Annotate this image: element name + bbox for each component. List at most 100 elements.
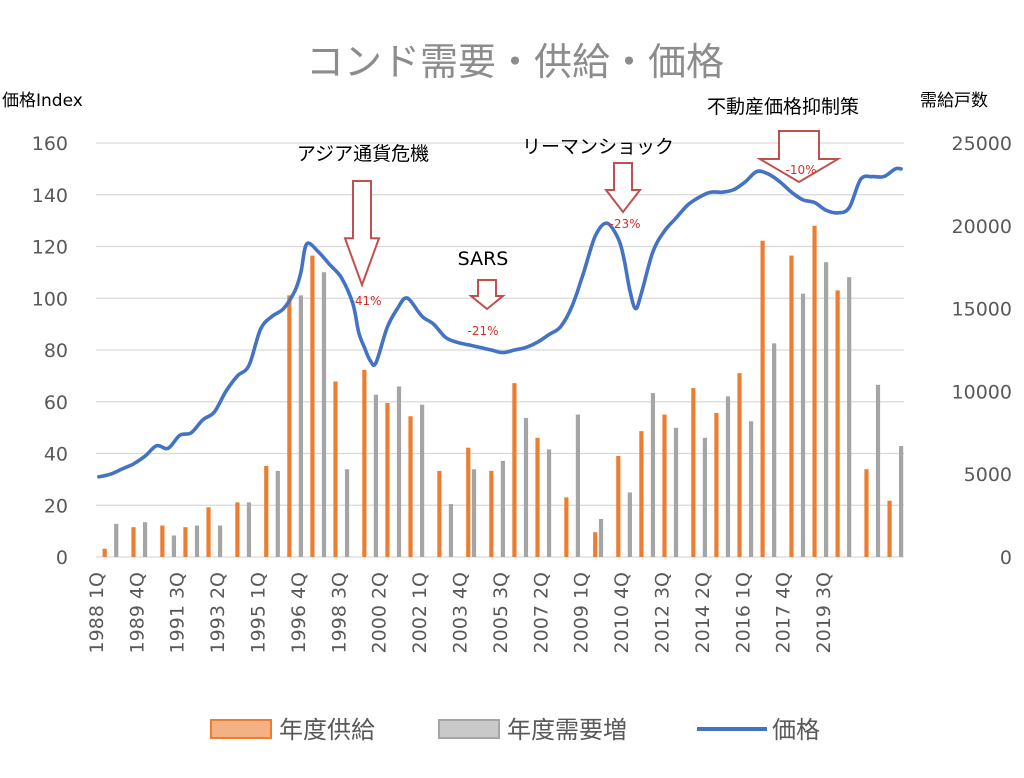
demand-bar — [598, 518, 604, 557]
demand-bar — [194, 525, 200, 557]
x-tick-label: 2002 1Q — [409, 572, 431, 653]
right-tick-label: 20000 — [952, 216, 1012, 238]
demand-bar — [217, 525, 223, 557]
supply-bar — [593, 532, 598, 557]
left-tick-label: 0 — [56, 547, 68, 569]
legend-label-price: 価格 — [772, 716, 820, 744]
left-tick-label: 80 — [44, 340, 68, 362]
demand-bar — [847, 277, 852, 557]
drop-percentage: -10% — [785, 163, 816, 177]
x-tick-label: 2000 2Q — [369, 572, 391, 653]
right-tick-label: 5000 — [964, 464, 1012, 486]
demand-bar — [823, 262, 829, 557]
chart-title: コンド需要・供給・価格 — [306, 40, 724, 84]
demand-bar — [650, 393, 656, 557]
demand-bar — [448, 504, 454, 557]
demand-bar — [500, 460, 505, 557]
supply-bar — [333, 381, 338, 557]
right-tick-label: 10000 — [952, 381, 1012, 403]
event-label: 不動産価格抑制策 — [707, 96, 859, 118]
demand-bar — [702, 437, 707, 557]
supply-bar — [864, 469, 869, 557]
x-tick-label: 1993 2Q — [207, 572, 229, 653]
x-tick-label: 2017 4Q — [773, 572, 795, 653]
demand-bar — [471, 469, 477, 557]
right-tick-label: 25000 — [952, 133, 1012, 155]
left-axis-title: 価格Index — [2, 91, 83, 111]
left-tick-label: 40 — [44, 444, 68, 466]
legend: 年度供給 年度需要増 価格 — [210, 716, 820, 744]
demand-bar — [899, 446, 904, 557]
price-line-group — [97, 166, 903, 479]
demand-bar — [800, 293, 806, 557]
supply-bar — [408, 416, 413, 557]
supply-bar — [466, 447, 471, 557]
supply-bar — [760, 240, 765, 558]
down-arrow-icon — [603, 162, 643, 214]
left-tick-label: 20 — [44, 495, 68, 517]
supply-bar — [639, 431, 644, 557]
supply-bar — [691, 388, 696, 557]
supply-bar — [131, 527, 136, 557]
demand-bar — [772, 343, 777, 557]
x-tick-label: 2010 4Q — [611, 572, 633, 653]
demand-bar — [275, 470, 280, 557]
demand-bar — [419, 404, 425, 557]
demand-bar — [396, 386, 402, 557]
bars — [102, 225, 904, 558]
supply-bar — [310, 255, 315, 557]
x-axis-ticks: 1988 1Q 1989 4Q 1991 3Q 1993 2Q 1995 1Q 1996 … — [86, 572, 835, 653]
supply-bar — [235, 502, 240, 557]
demand-bar — [875, 384, 881, 557]
supply-bar — [183, 527, 188, 557]
supply-bar — [737, 373, 742, 557]
x-tick-label: 2007 2Q — [530, 572, 552, 653]
x-tick-label: 1991 3Q — [167, 572, 189, 653]
event-label: アジア通貨危機 — [297, 143, 429, 165]
supply-bar — [489, 470, 494, 557]
demand-bar — [575, 414, 581, 557]
annotations: アジア通貨危機 -41% SARS -21% リーマンショック -23% 不動産価格抑制策 -… — [297, 96, 859, 338]
x-tick-label: 1995 1Q — [248, 572, 270, 653]
supply-bar — [789, 255, 794, 557]
supply-bar — [160, 525, 165, 557]
supply-bar — [264, 465, 269, 557]
supply-bar — [714, 412, 719, 557]
supply-bar — [812, 225, 817, 558]
down-arrow-icon — [756, 130, 842, 184]
demand-bar — [627, 492, 632, 557]
demand-bar — [321, 272, 327, 557]
left-tick-label: 160 — [32, 133, 68, 155]
drop-percentage: -21% — [467, 324, 498, 338]
event-label: SARS — [458, 248, 509, 270]
demand-bar — [373, 394, 379, 557]
x-tick-label: 1988 1Q — [86, 572, 108, 653]
demand-bar — [344, 469, 350, 557]
demand-bar — [725, 396, 731, 557]
right-axis-title: 需給戸数 — [920, 91, 988, 111]
event-label: リーマンショック — [522, 136, 674, 158]
x-tick-label: 2009 1Q — [571, 572, 593, 653]
supply-bar — [385, 402, 390, 557]
supply-bar — [662, 414, 667, 557]
supply-bar — [887, 500, 892, 557]
x-tick-label: 1996 4Q — [288, 572, 310, 653]
x-tick-label: 2003 4Q — [450, 572, 472, 653]
gridlines — [96, 142, 904, 558]
legend-swatch-demand — [438, 719, 500, 739]
right-tick-label: 0 — [1000, 547, 1012, 569]
supply-bar — [437, 470, 442, 557]
demand-bar — [748, 421, 754, 557]
demand-bar — [171, 535, 177, 557]
left-tick-label: 120 — [32, 237, 68, 259]
left-tick-label: 140 — [32, 185, 68, 207]
x-tick-label: 2014 2Q — [692, 572, 714, 653]
left-tick-label: 60 — [44, 392, 68, 414]
supply-bar — [535, 437, 540, 557]
x-tick-label: 2012 3Q — [652, 572, 674, 653]
supply-bar — [102, 548, 107, 557]
supply-bar — [564, 497, 569, 557]
x-tick-label: 1998 3Q — [328, 572, 350, 653]
legend-label-demand: 年度需要増 — [507, 716, 627, 744]
